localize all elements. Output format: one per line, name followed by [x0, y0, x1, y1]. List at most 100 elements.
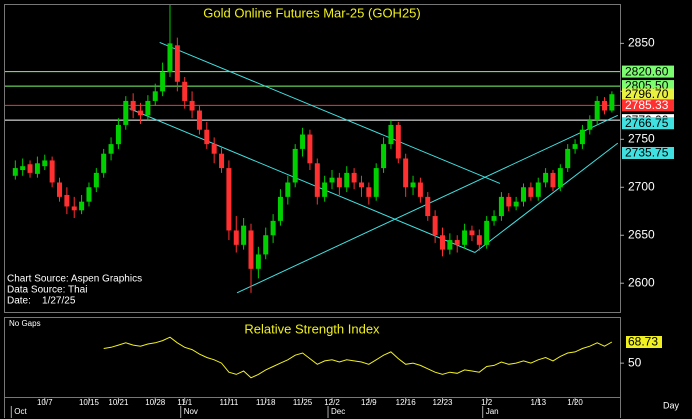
rsi-line [103, 336, 613, 379]
candle-body [138, 110, 144, 116]
candle-body [579, 129, 585, 145]
level-tag [622, 146, 674, 159]
candle-body [167, 43, 173, 73]
candle-body [447, 240, 453, 250]
candle-body [300, 134, 306, 149]
candle-body [123, 100, 129, 125]
candle-body [513, 201, 519, 207]
candle-body [145, 100, 151, 116]
candle-body [93, 172, 99, 188]
candle-body [557, 168, 563, 188]
candle-body [314, 163, 320, 197]
trendline [159, 41, 501, 184]
candle-body [255, 254, 261, 269]
candle-body [476, 235, 482, 245]
y-tick-label: 2850 [628, 36, 655, 50]
candle-body [285, 182, 291, 197]
level-label: 2785.33 [625, 98, 669, 112]
candle-body [226, 168, 232, 231]
x-tick-label: 10/28 [145, 398, 166, 407]
x-tick-label: 10/15 [79, 398, 100, 407]
candle-body [270, 220, 276, 236]
candle-body [506, 196, 512, 207]
level-tag [622, 99, 674, 112]
candle-body [439, 235, 445, 250]
candle-body [425, 196, 431, 217]
candle-body [373, 168, 379, 197]
candle-body [543, 172, 549, 183]
candle-body [410, 182, 416, 188]
candle-body [196, 110, 202, 130]
candle-body [20, 166, 26, 171]
rsi-title: Relative Strength Index [244, 321, 380, 336]
y-tick-label: 50 [628, 355, 642, 369]
candle-body [550, 172, 556, 188]
candle-body [182, 81, 188, 101]
candle-body [484, 220, 490, 245]
candle-body [86, 187, 92, 202]
candle-body [454, 240, 460, 245]
candle-body [432, 216, 438, 236]
level-tag [622, 88, 674, 101]
note: Data Source: Thai [7, 285, 87, 296]
x-axis-label: Day [663, 400, 680, 410]
month-label: Oct [14, 407, 27, 416]
candle-body [211, 144, 217, 154]
candle-body [219, 153, 225, 169]
price-panel-frame [4, 4, 621, 313]
candle-body [528, 187, 534, 197]
candle-body [535, 182, 541, 197]
candle-body [160, 72, 166, 92]
candle-body [64, 194, 70, 207]
candle-body [403, 158, 409, 188]
trendline [474, 142, 619, 253]
candle-body [307, 134, 313, 164]
candle-body [395, 124, 401, 159]
candle-body [277, 196, 283, 221]
x-tick-label: 11/1 [177, 398, 193, 407]
x-tick-label: 1/13 [530, 398, 546, 407]
candle-body [34, 163, 40, 174]
candle-body [565, 148, 571, 169]
rsi-last-label: 68.73 [628, 335, 658, 349]
candle-body [189, 100, 195, 111]
x-tick-label: 1/2 [481, 398, 493, 407]
x-tick-label: 12/16 [396, 398, 417, 407]
candle-body [152, 91, 158, 101]
y-tick-label: 2700 [628, 179, 655, 193]
level-label: 2766.75 [625, 116, 669, 130]
candle-body [587, 120, 593, 130]
rsi-note: No Gaps [9, 319, 41, 328]
candle-body [462, 230, 468, 245]
y-tick-label: 2650 [628, 227, 655, 241]
candle-body [594, 100, 600, 121]
trendline [129, 108, 476, 253]
level-tag [622, 117, 674, 130]
level-label: 2796.70 [625, 87, 669, 101]
candle-body [49, 160, 55, 183]
candle-body [292, 148, 298, 183]
x-tick-label: 11/11 [219, 398, 238, 407]
candle-body [469, 230, 475, 236]
candle-body [358, 182, 364, 188]
x-tick-label: 12/2 [324, 398, 340, 407]
candle-body [79, 201, 85, 211]
candle-body [241, 225, 247, 245]
month-label: Jan [486, 407, 499, 416]
candle-body [12, 168, 18, 176]
candle-body [27, 164, 33, 173]
x-tick-label: 11/18 [256, 398, 276, 407]
candle-body [204, 129, 210, 145]
candle-body [57, 182, 63, 197]
candle-body [491, 216, 497, 221]
level-label: 2735.75 [625, 146, 669, 160]
level-label: 2820.60 [625, 64, 669, 78]
candle-body [130, 100, 136, 111]
candle-body [521, 187, 527, 202]
candle-body [366, 187, 372, 197]
x-tick-label: 11/25 [293, 398, 313, 407]
candle-body [174, 45, 180, 82]
y-tick-label: 2600 [628, 275, 655, 289]
note: Date: 1/27/25 [7, 296, 76, 307]
